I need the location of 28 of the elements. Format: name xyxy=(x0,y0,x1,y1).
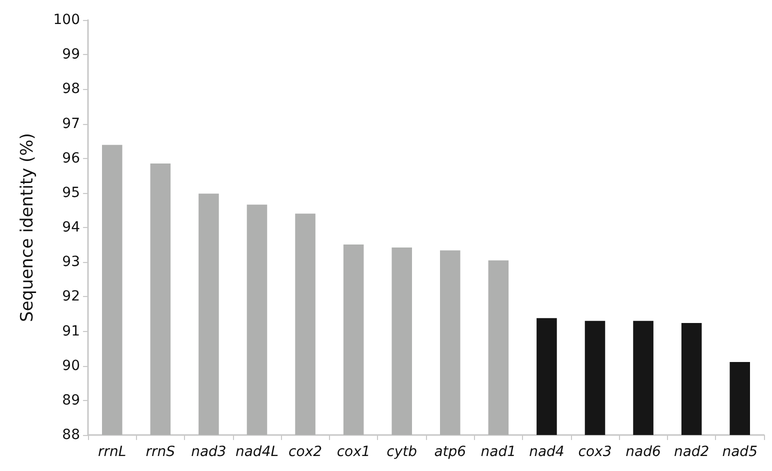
x-tick-label: atp6 xyxy=(434,444,466,460)
x-tick-label: nad5 xyxy=(722,444,758,460)
x-tick-label: cox1 xyxy=(336,444,370,460)
y-tick-label: 93 xyxy=(62,254,80,270)
y-tick-label: 96 xyxy=(62,150,80,166)
y-tick-label: 100 xyxy=(53,12,80,28)
y-tick-label: 94 xyxy=(62,220,80,236)
y-tick-label: 89 xyxy=(62,392,80,408)
y-tick-label: 90 xyxy=(62,358,80,374)
x-tick-label: nad4L xyxy=(235,444,279,460)
x-tick-label: nad6 xyxy=(626,444,661,460)
y-tick-label: 91 xyxy=(62,323,80,340)
y-tick-label: 98 xyxy=(62,81,80,98)
y-tick-label: 97 xyxy=(62,116,80,132)
y-axis-title: Sequence identity (%) xyxy=(18,133,38,322)
x-tick-label: nad3 xyxy=(191,444,226,460)
y-tick-label: 88 xyxy=(62,427,80,443)
y-tick-label: 92 xyxy=(62,288,80,305)
x-tick-label: cox3 xyxy=(578,444,612,460)
y-tick-label: 99 xyxy=(62,46,80,63)
y-tick-label: 95 xyxy=(62,184,80,201)
x-tick-label: cox2 xyxy=(288,444,322,460)
x-tick-label: nad2 xyxy=(674,444,710,460)
x-tick-label: rrnS xyxy=(146,444,176,460)
x-tick-label: nad1 xyxy=(480,444,516,460)
x-tick-label: rrnL xyxy=(98,444,126,460)
x-tick-label: nad4 xyxy=(529,444,564,460)
x-tick-label: cytb xyxy=(386,444,418,460)
